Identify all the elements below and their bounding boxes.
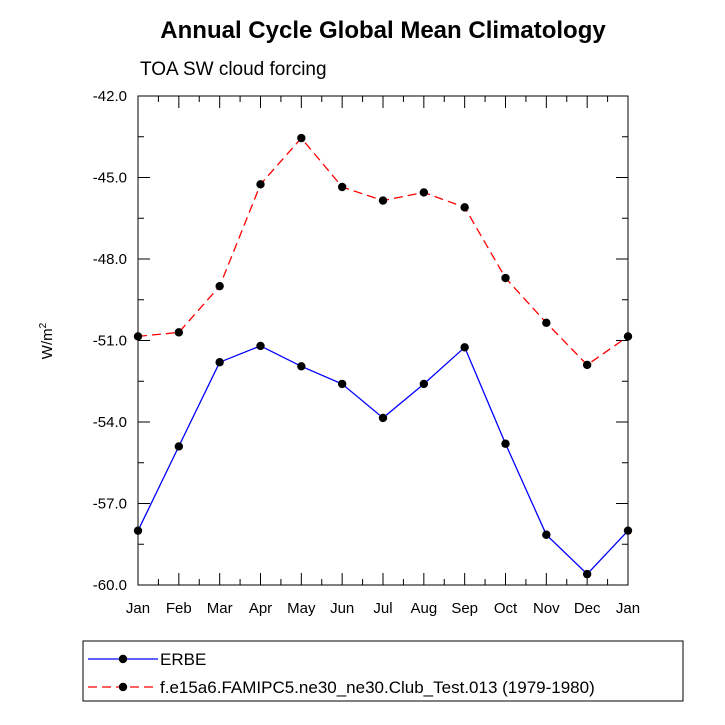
- series-line-1: [137, 137, 629, 366]
- x-tick-label: Aug: [410, 600, 437, 617]
- y-tick-label: -57.0: [93, 496, 127, 513]
- x-tick-label: Apr: [249, 600, 272, 617]
- series-0-point: [460, 343, 469, 352]
- chart-subtitle: TOA SW cloud forcing: [140, 59, 327, 80]
- series-layer: [133, 133, 633, 579]
- y-tick-labels: -42.0 -45.0 -48.0 -51.0 -54.0 -57.0 -60.0: [93, 88, 127, 594]
- plot-frame: [137, 95, 629, 586]
- series-1-point: [174, 328, 184, 337]
- x-tick-label: Jun: [330, 600, 354, 617]
- legend-box: [82, 640, 684, 702]
- series-line-0: [137, 345, 629, 576]
- series-0-point: [378, 413, 388, 423]
- legend-marker-1: [118, 682, 128, 692]
- series-1-point: [419, 188, 429, 197]
- series-0-point: [419, 379, 429, 389]
- x-tick-label: May: [287, 600, 316, 617]
- x-tick-label: Nov: [533, 600, 560, 617]
- series-0-point: [542, 530, 551, 539]
- series-0-point: [297, 362, 306, 371]
- x-tick-labels: Jan Feb Mar Apr May Jun Jul Aug Sep Oct Nov Dec Jan: [126, 600, 640, 617]
- series-1-point: [501, 273, 510, 283]
- x-tick-label: Mar: [207, 600, 233, 617]
- legend-label-0: ERBE: [160, 650, 206, 669]
- x-tick-label: Jul: [373, 600, 392, 617]
- series-1-point: [256, 180, 265, 189]
- y-tick-label: -45.0: [93, 170, 127, 187]
- series-1-point: [582, 360, 592, 370]
- series-1-point: [337, 182, 347, 192]
- x-tick-label: Oct: [494, 600, 518, 617]
- series-1-point: [460, 203, 469, 212]
- y-tick-label: -51.0: [93, 333, 127, 350]
- series-0-point: [215, 358, 224, 367]
- legend: ERBE f.e15a6.FAMIPC5.ne30_ne30.Club_Test.…: [82, 640, 684, 702]
- series-0-point: [501, 439, 510, 448]
- series-1-point: [378, 196, 388, 205]
- series-0-point: [174, 442, 184, 451]
- axis-ticks: [137, 95, 629, 586]
- y-tick-label: -60.0: [93, 577, 127, 594]
- x-tick-label: Jan: [616, 600, 640, 617]
- y-tick-label: -54.0: [93, 414, 127, 431]
- series-0-point: [337, 379, 347, 389]
- series-0-point: [582, 569, 592, 579]
- y-tick-label: -42.0: [93, 88, 127, 105]
- y-axis-label: W/m2: [38, 322, 56, 359]
- x-tick-label: Sep: [451, 600, 478, 617]
- series-1-point: [297, 133, 306, 143]
- series-0-point: [256, 341, 265, 351]
- legend-marker-0: [118, 654, 128, 664]
- x-tick-label: Jan: [126, 600, 150, 617]
- series-1-point: [215, 281, 224, 291]
- x-tick-label: Dec: [574, 600, 601, 617]
- series-1-point: [542, 318, 551, 328]
- legend-label-1: f.e15a6.FAMIPC5.ne30_ne30.Club_Test.013 …: [160, 678, 595, 697]
- x-tick-label: Feb: [166, 600, 192, 617]
- chart-title: Annual Cycle Global Mean Climatology: [160, 17, 606, 44]
- y-tick-label: -48.0: [93, 251, 127, 268]
